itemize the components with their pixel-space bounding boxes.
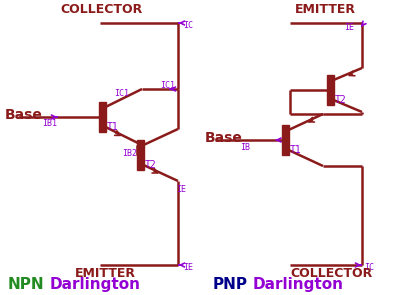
Text: IE: IE	[176, 184, 186, 194]
Text: IE: IE	[183, 263, 193, 273]
Text: T2: T2	[335, 95, 347, 105]
Bar	[98, 102, 106, 132]
Text: IC1: IC1	[160, 81, 175, 91]
Bar	[326, 75, 334, 105]
Text: EMITTER: EMITTER	[295, 3, 356, 16]
Text: Base: Base	[205, 131, 243, 145]
Text: IC: IC	[364, 263, 374, 273]
Text: COLLECTOR: COLLECTOR	[60, 3, 142, 16]
Text: IC1: IC1	[114, 89, 129, 99]
Bar	[282, 125, 288, 155]
Text: EMITTER: EMITTER	[75, 267, 136, 280]
Text: COLLECTOR: COLLECTOR	[290, 267, 372, 280]
Text: IB2: IB2	[122, 148, 137, 158]
Text: IB: IB	[240, 143, 250, 153]
Text: T2: T2	[145, 160, 157, 170]
Text: Darlington: Darlington	[253, 277, 344, 292]
Text: T1: T1	[290, 145, 302, 155]
Text: T1: T1	[107, 122, 119, 132]
Text: IB1: IB1	[42, 119, 57, 129]
Text: Base: Base	[5, 108, 43, 122]
Text: PNP: PNP	[213, 277, 248, 292]
Text: IE: IE	[344, 22, 354, 32]
Text: NPN: NPN	[8, 277, 45, 292]
Text: Darlington: Darlington	[50, 277, 141, 292]
Bar	[136, 140, 144, 170]
Text: IC: IC	[183, 22, 193, 30]
